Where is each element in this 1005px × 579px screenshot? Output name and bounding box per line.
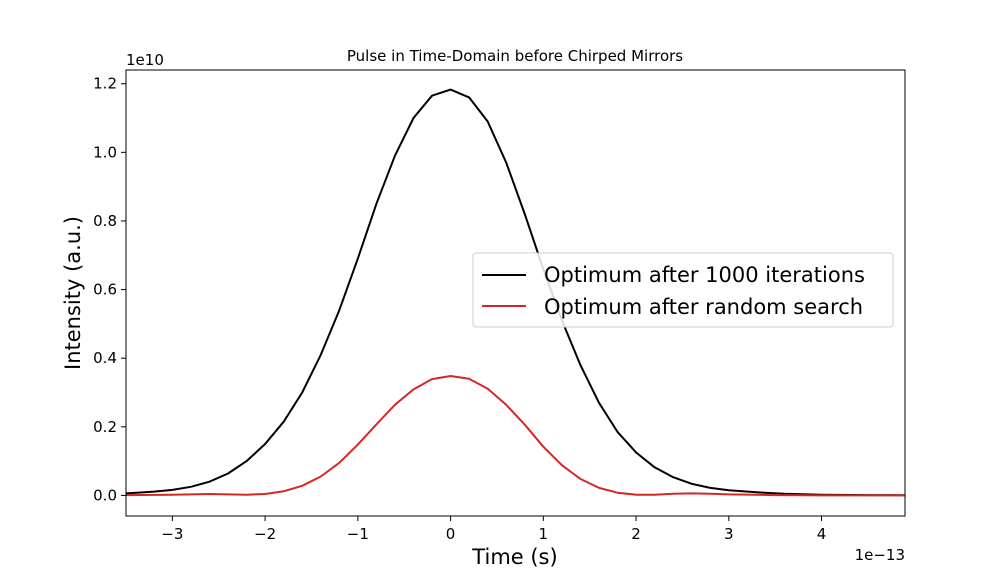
x-axis-label: Time (s)	[471, 545, 557, 569]
y-axis: 0.0 0.2 0.4 0.6 0.8 1.0 1.2	[93, 75, 126, 504]
legend-label-series-1: Optimum after 1000 iterations	[544, 263, 865, 287]
y-tick-label: 0.0	[93, 486, 117, 504]
y-tick-label: 0.8	[93, 212, 117, 230]
x-axis: −3 −2 −1 0 1 2 3 4	[161, 516, 826, 543]
legend: Optimum after 1000 iterations Optimum af…	[472, 252, 894, 328]
x-tick-label: −3	[161, 525, 183, 543]
x-tick-label: −2	[254, 525, 276, 543]
x-tick-label: −1	[347, 525, 369, 543]
x-tick-label: 4	[817, 525, 827, 543]
series-line-1	[125, 88, 906, 497]
plot-frame	[125, 69, 906, 517]
y-tick-label: 1.2	[93, 75, 117, 93]
chart-title: Pulse in Time-Domain before Chirped Mirr…	[347, 47, 683, 65]
legend-box	[472, 252, 894, 328]
plot-area	[125, 88, 906, 497]
x-tick-label: 1	[539, 525, 549, 543]
y-offset-label: 1e10	[126, 51, 164, 69]
y-tick-label: 0.4	[93, 349, 117, 367]
series-line-2	[125, 375, 905, 497]
y-tick-label: 0.2	[93, 418, 117, 436]
y-tick-label: 1.0	[93, 143, 117, 161]
x-tick-label: 3	[724, 525, 734, 543]
y-tick-label: 0.6	[93, 281, 117, 299]
legend-label-series-2: Optimum after random search	[544, 295, 863, 319]
y-axis-label: Intensity (a.u.)	[61, 216, 85, 370]
x-tick-label: 0	[446, 525, 456, 543]
x-offset-label: 1e−13	[855, 546, 905, 564]
x-tick-label: 2	[631, 525, 641, 543]
